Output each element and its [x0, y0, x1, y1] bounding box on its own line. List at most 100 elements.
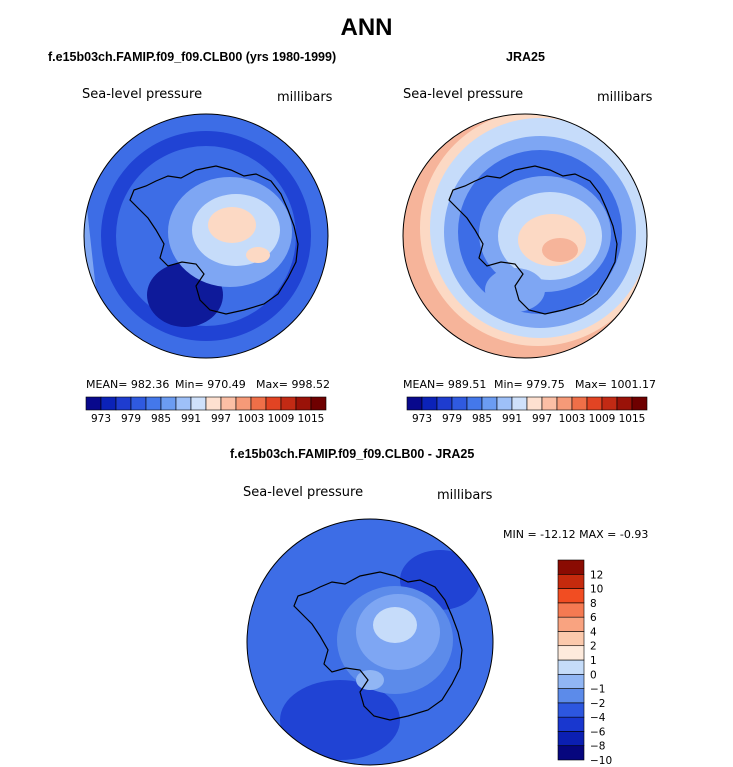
- panel1-colorbar-swatch: [115, 396, 132, 411]
- panel1-colorbar-swatch: [100, 396, 117, 411]
- panel3-minmax: MIN = -12.12 MAX = -0.93: [503, 528, 649, 541]
- panel3-units-label: millibars: [437, 488, 493, 503]
- panel1-colorbar-swatch: [310, 396, 327, 411]
- panel3-colorbar-tick-label: −2: [590, 698, 605, 710]
- panel1-colorbar-swatch: [85, 396, 102, 411]
- panel2-mean: MEAN= 989.51: [403, 378, 487, 391]
- panel3-colorbar-swatch: [557, 702, 585, 718]
- panel3-colorbar-swatch: [557, 559, 585, 575]
- panel2-colorbar-swatch: [556, 396, 573, 411]
- panel3-colorbar-tick-label: −4: [590, 712, 606, 724]
- panel2-colorbar-tick-label: 985: [472, 413, 492, 425]
- panel3-colorbar-tick-label: −8: [590, 741, 605, 753]
- panel1-colorbar-swatch: [265, 396, 282, 411]
- panel3-colorbar-tick-label: 10: [590, 584, 603, 596]
- panel1-colorbar-swatch: [190, 396, 207, 411]
- panel3-colorbar-swatch: [557, 645, 585, 661]
- panel1-max: Max= 998.52: [256, 378, 330, 391]
- panel2-colorbar: 973 979 985 991 997 1003 1009 1015: [406, 396, 648, 425]
- panel3-colorbar-tick-label: 8: [590, 598, 597, 610]
- panel3-colorbar-swatch: [557, 688, 585, 704]
- panel1-colorbar-tick-label: 1009: [268, 413, 295, 425]
- panel2-colorbar-tick-label: 979: [442, 413, 462, 425]
- panel2-colorbar-swatch: [466, 396, 483, 411]
- panel1-colorbar-tick-label: 973: [91, 413, 111, 425]
- panel2-colorbar-swatch: [436, 396, 453, 411]
- panel3-colorbar-swatch: [557, 659, 585, 675]
- panel3-colorbar-swatch: [557, 631, 585, 647]
- panel2-colorbar-swatch: [481, 396, 498, 411]
- panel3-colorbar-tick-label: 12: [590, 569, 603, 581]
- panel1-colorbar-swatch: [130, 396, 147, 411]
- panel3-colorbar-swatch: [557, 673, 585, 689]
- panel1-units-label: millibars: [277, 90, 333, 105]
- panel2-variable-label: Sea-level pressure: [403, 87, 524, 102]
- panel3-colorbar-tick-label: 4: [590, 626, 597, 638]
- panel1-colorbar-swatch: [205, 396, 222, 411]
- panel3-colorbar-swatch: [557, 731, 585, 747]
- panel1-colorbar: 973 979 985 991 997 1003 1009 1015: [85, 396, 327, 425]
- panel2-max: Max= 1001.17: [575, 378, 656, 391]
- panel2-units-label: millibars: [597, 90, 653, 105]
- panel1-subtitle: f.e15b03ch.FAMIP.f09_f09.CLB00 (yrs 1980…: [48, 50, 337, 64]
- panel2-colorbar-tick-label: 997: [532, 413, 552, 425]
- panel1-min: Min= 970.49: [175, 378, 246, 391]
- panel1-colorbar-swatch: [175, 396, 192, 411]
- panel2-colorbar-swatch: [406, 396, 423, 411]
- panel2-map: [402, 113, 648, 359]
- panel1-map: [83, 113, 329, 359]
- panel2-colorbar-tick-label: 991: [502, 413, 522, 425]
- panel1-colorbar-swatch: [160, 396, 177, 411]
- panel2-colorbar-tick-label: 1015: [619, 413, 646, 425]
- panel2-colorbar-tick-label: 1003: [559, 413, 586, 425]
- panel3-colorbar-swatch: [557, 573, 585, 589]
- panel1-colorbar-swatch: [145, 396, 162, 411]
- panel3-subtitle: f.e15b03ch.FAMIP.f09_f09.CLB00 - JRA25: [230, 447, 475, 461]
- panel1-colorbar-swatch: [280, 396, 297, 411]
- panel2-colorbar-swatch: [451, 396, 468, 411]
- panel3-colorbar-tick-label: 0: [590, 669, 597, 681]
- panel1-mean: MEAN= 982.36: [86, 378, 170, 391]
- panel1-colorbar-swatch: [295, 396, 312, 411]
- panel1-colorbar-tick-label: 1015: [298, 413, 325, 425]
- panel2-colorbar-swatch: [601, 396, 618, 411]
- panel1-colorbar-swatch: [235, 396, 252, 411]
- panel3-variable-label: Sea-level pressure: [243, 485, 364, 500]
- panel3-colorbar-tick-label: −1: [590, 684, 605, 696]
- panel2-colorbar-swatch: [631, 396, 648, 411]
- panel2-colorbar-swatch: [496, 396, 513, 411]
- panel2-colorbar-tick-label: 973: [412, 413, 432, 425]
- panel1-colorbar-tick-label: 1003: [238, 413, 265, 425]
- panel2-colorbar-swatch: [616, 396, 633, 411]
- panel3-colorbar-swatch: [557, 745, 585, 761]
- panel3-colorbar-swatch: [557, 716, 585, 732]
- panel3-colorbar-tick-label: 2: [590, 641, 597, 653]
- panel1-colorbar-tick-label: 985: [151, 413, 171, 425]
- panel2-colorbar-swatch: [511, 396, 528, 411]
- panel2-colorbar-swatch: [541, 396, 558, 411]
- panel3-colorbar-tick-label: 6: [590, 612, 597, 624]
- panel2-colorbar-swatch: [586, 396, 603, 411]
- panel3-colorbar-tick-label: 1: [590, 655, 597, 667]
- panel2-min: Min= 979.75: [494, 378, 565, 391]
- panel3-colorbar-tick-label: −6: [590, 726, 606, 738]
- panel3-colorbar-tick-label: −10: [590, 755, 612, 767]
- panel2-colorbar-tick-label: 1009: [589, 413, 616, 425]
- panel3-map: [246, 518, 494, 766]
- panel1-colorbar-tick-label: 979: [121, 413, 141, 425]
- panel2-colorbar-swatch: [571, 396, 588, 411]
- panel2-subtitle: JRA25: [506, 50, 545, 64]
- panel3-colorbar-swatch: [557, 616, 585, 632]
- panel1-colorbar-swatch: [220, 396, 237, 411]
- panel3-colorbar-swatch: [557, 588, 585, 604]
- panel2-colorbar-swatch: [526, 396, 543, 411]
- panel1-colorbar-tick-label: 997: [211, 413, 231, 425]
- panel2-colorbar-swatch: [421, 396, 438, 411]
- panel1-colorbar-swatch: [250, 396, 267, 411]
- panel1-variable-label: Sea-level pressure: [82, 87, 203, 102]
- page-title: ANN: [340, 14, 393, 41]
- panel1-colorbar-tick-label: 991: [181, 413, 201, 425]
- panel3-colorbar-swatch: [557, 602, 585, 618]
